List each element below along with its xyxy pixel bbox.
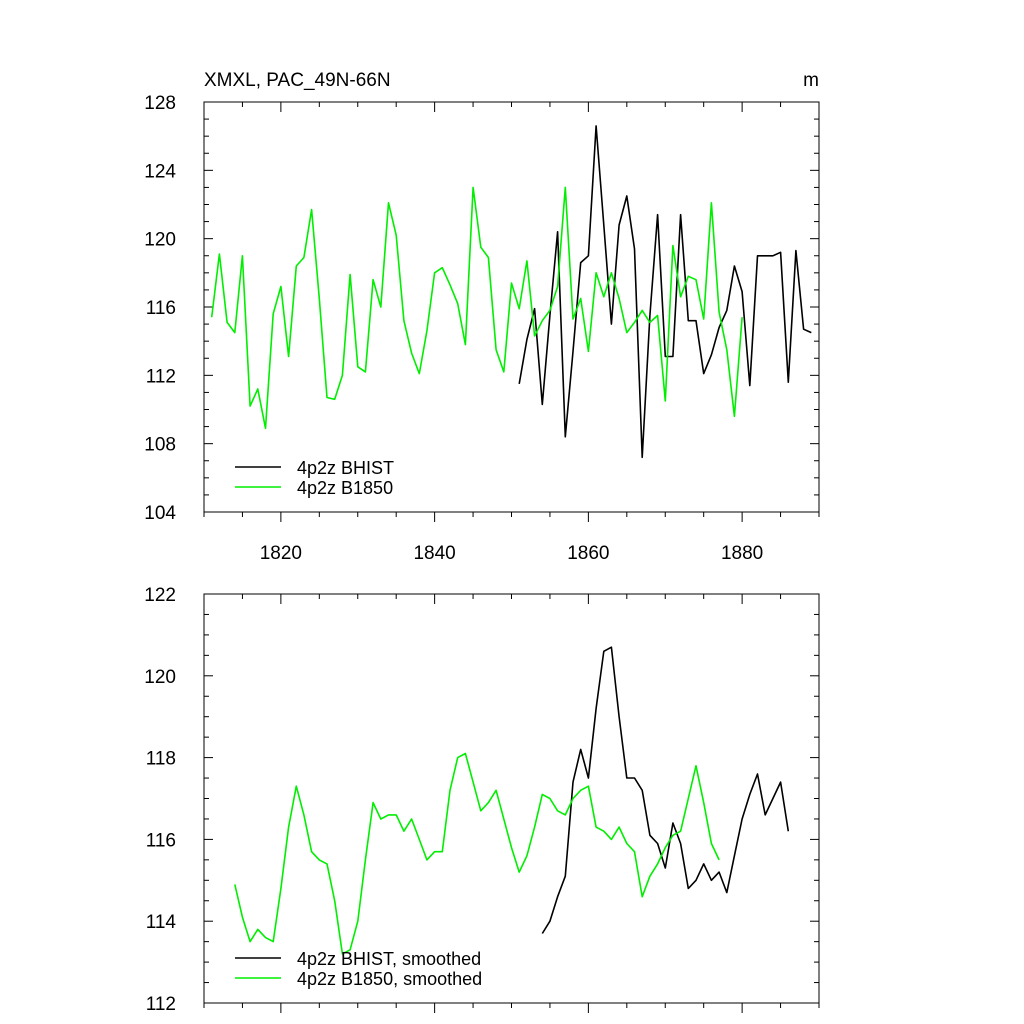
legend-label-0: 4p2z BHIST — [297, 458, 394, 478]
x-tick-label: 1880 — [721, 543, 763, 564]
y-tick-label: 112 — [146, 366, 176, 387]
y-tick-label: 128 — [144, 93, 176, 114]
top-panel: XMXL, PAC_49N-66N m 104 108 112 116 120 124 12… — [144, 70, 820, 564]
y-tick-label: 120 — [144, 667, 176, 688]
x-tick-label: 1860 — [567, 543, 609, 564]
y-tick-label: 124 — [144, 161, 176, 182]
series-line-1 — [234, 752, 720, 955]
x-tick-label: 1820 — [260, 543, 302, 564]
x-tick-label: 1840 — [413, 543, 455, 564]
series-line-0 — [518, 125, 812, 459]
series-line-0 — [541, 646, 790, 934]
y-tick-label: 112 — [146, 994, 176, 1015]
y-tick-label: 116 — [146, 830, 176, 851]
plot-frame — [203, 593, 820, 1004]
bottom-panel: 112 114 116 118 120 122 4p2z BHIST, smoothed4p… — [144, 585, 820, 1015]
legend-label-1: 4p2z B1850, smoothed — [297, 969, 482, 989]
y-tick-label: 118 — [146, 749, 176, 770]
chart-title: XMXL, PAC_49N-66N — [204, 70, 391, 91]
legend-label-1: 4p2z B1850 — [297, 478, 393, 498]
y-tick-label: 108 — [144, 435, 176, 456]
y-tick-label: 120 — [144, 230, 176, 251]
units-label: m — [803, 70, 819, 91]
y-tick-label: 116 — [146, 298, 176, 319]
y-tick-label: 114 — [146, 912, 177, 933]
y-tick-label: 122 — [144, 585, 176, 606]
legend-label-0: 4p2z BHIST, smoothed — [297, 949, 481, 969]
y-tick-label: 104 — [144, 503, 176, 524]
series-line-1 — [210, 186, 743, 430]
